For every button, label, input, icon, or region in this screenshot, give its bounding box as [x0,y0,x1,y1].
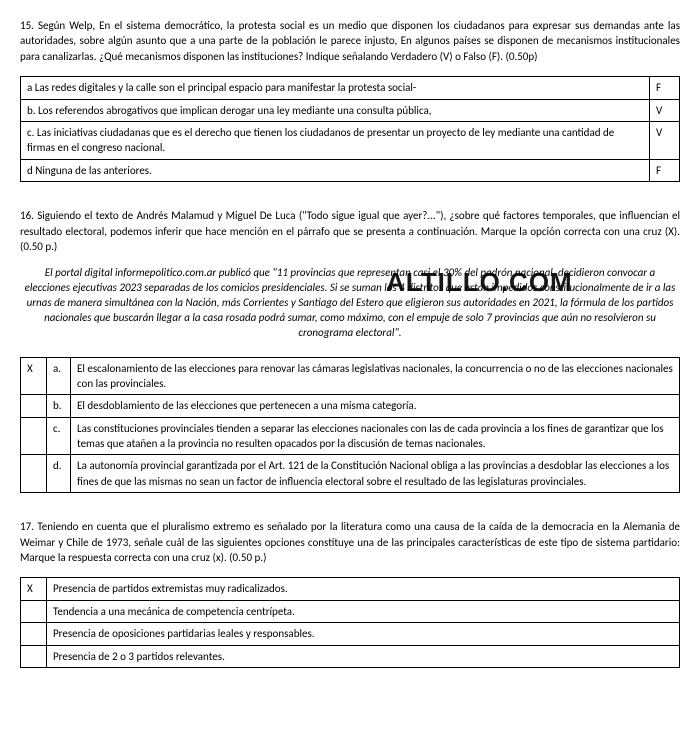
q15-opt-text: b. Los referendos abrogativos que implic… [21,99,650,121]
q16-prompt: 16. Siguiendo el texto de Andrés Malamud… [20,208,680,254]
q16-letter: c. [47,417,71,455]
q17-mark [21,623,47,645]
q16-mark [21,395,47,417]
table-row: Presencia de 2 o 3 partidos relevantes. [21,645,680,667]
q16-table: X a. El escalonamiento de las elecciones… [20,357,680,494]
q16-mark [21,417,47,455]
q16-letter: b. [47,395,71,417]
table-row: Tendencia a una mecánica de competencia … [21,600,680,622]
q16-opt-text: Las constituciones provinciales tienden … [71,417,680,455]
q15-opt-text: d Ninguna de las anteriores. [21,159,650,181]
table-row: c. Las iniciativas ciudadanas que es el … [21,121,680,159]
q16-citation: El portal digital informepolitico.com.ar… [24,266,676,340]
table-row: X a. El escalonamiento de las elecciones… [21,357,680,395]
q17-mark [21,600,47,622]
q16-opt-text: El desdoblamiento de las elecciones que … [71,395,680,417]
q17-opt-text: Presencia de 2 o 3 partidos relevantes. [47,645,680,667]
q15-table: a Las redes digitales y la calle son el … [20,76,680,182]
q16-mark [21,455,47,493]
q15-opt-vf: F [650,77,680,99]
q17-prompt: 17. Teniendo en cuenta que el pluralismo… [20,519,680,565]
table-row: d. La autonomía provincial garantizada p… [21,455,680,493]
q17-opt-text: Presencia de partidos extremistas muy ra… [47,578,680,600]
table-row: X Presencia de partidos extremistas muy … [21,578,680,600]
q15-opt-text: a Las redes digitales y la calle son el … [21,77,650,99]
q16-mark: X [21,357,47,395]
q17-opt-text: Presencia de oposiciones partidarias lea… [47,623,680,645]
q15-prompt: 15. Según Welp, En el sistema democrátic… [20,18,680,64]
q15-opt-text: c. Las iniciativas ciudadanas que es el … [21,121,650,159]
q17-mark [21,645,47,667]
q15-opt-vf: V [650,99,680,121]
table-row: d Ninguna de las anteriores. F [21,159,680,181]
q17-mark: X [21,578,47,600]
table-row: a Las redes digitales y la calle son el … [21,77,680,99]
q16-opt-text: La autonomía provincial garantizada por … [71,455,680,493]
q16-letter: d. [47,455,71,493]
q17-table: X Presencia de partidos extremistas muy … [20,577,680,668]
q16-opt-text: El escalonamiento de las elecciones para… [71,357,680,395]
q15-opt-vf: F [650,159,680,181]
q15-opt-vf: V [650,121,680,159]
table-row: c. Las constituciones provinciales tiend… [21,417,680,455]
table-row: b. El desdoblamiento de las elecciones q… [21,395,680,417]
q17-opt-text: Tendencia a una mecánica de competencia … [47,600,680,622]
q16-letter: a. [47,357,71,395]
table-row: b. Los referendos abrogativos que implic… [21,99,680,121]
table-row: Presencia de oposiciones partidarias lea… [21,623,680,645]
